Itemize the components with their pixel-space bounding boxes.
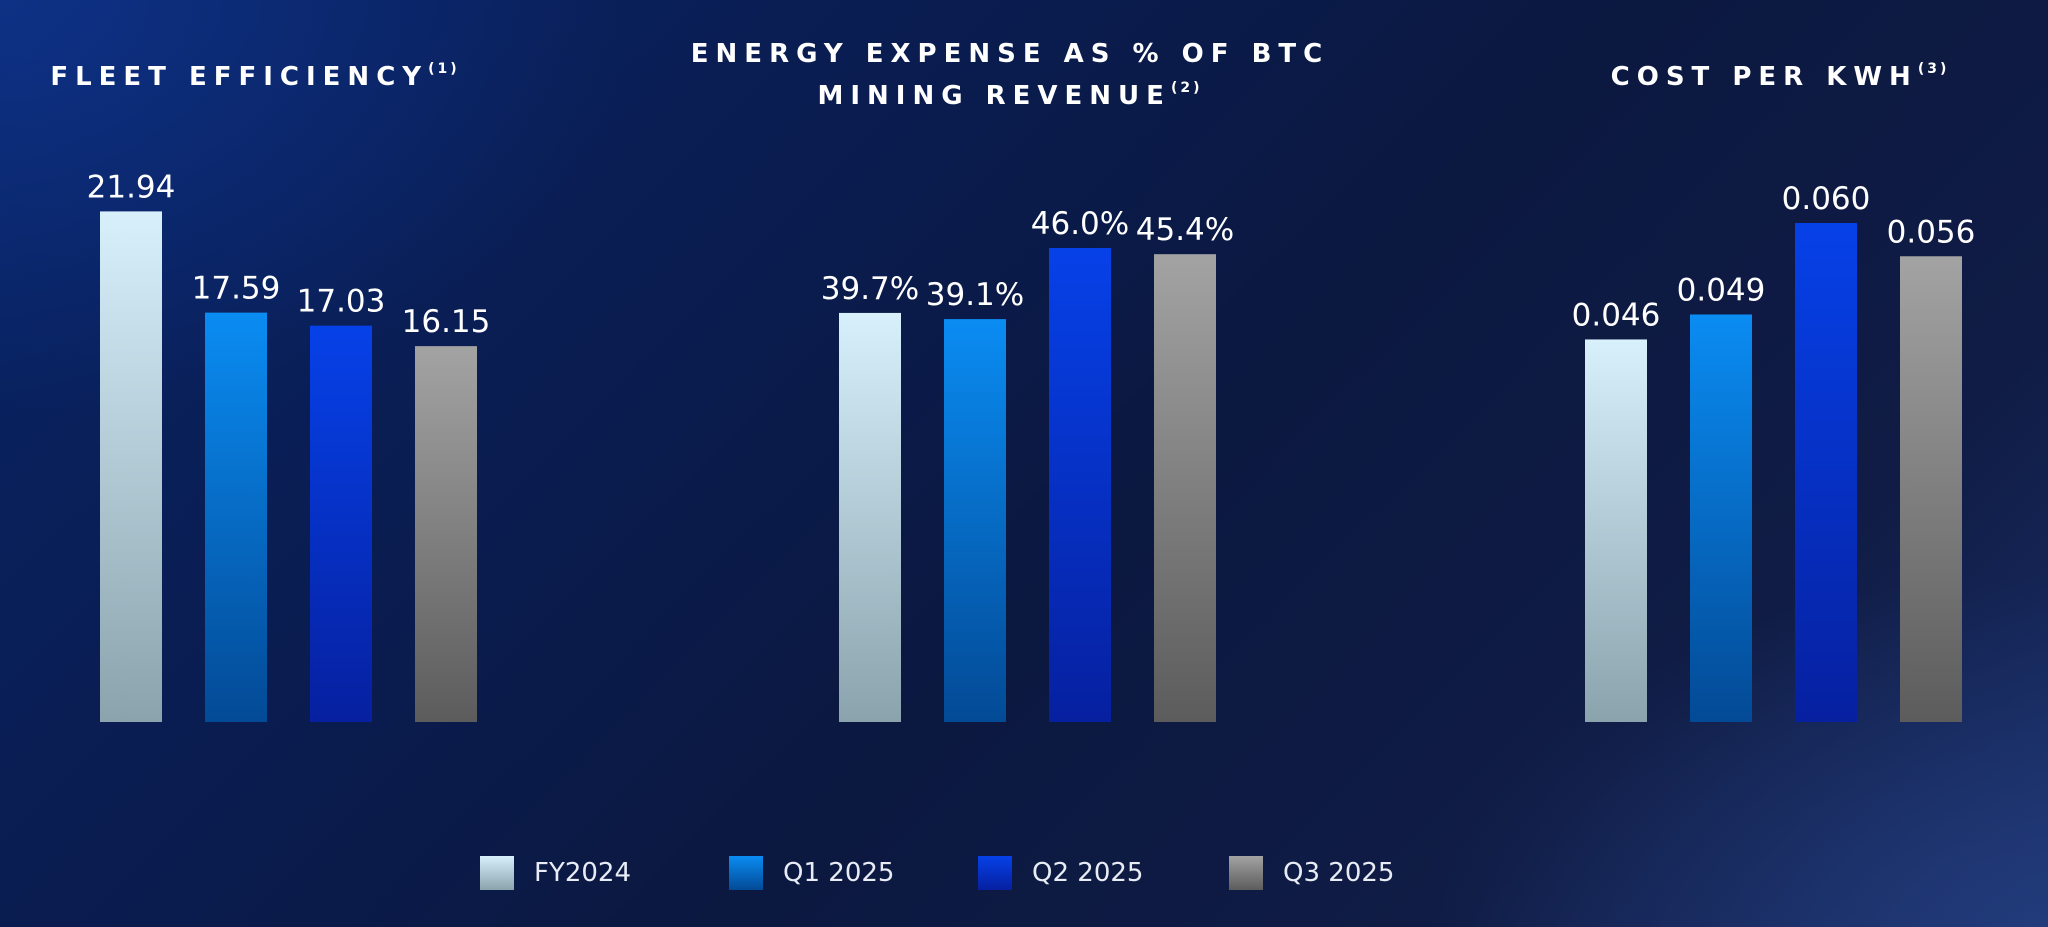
- fleet-efficiency-title: FLEET EFFICIENCY(1): [50, 61, 460, 92]
- legend: FY2024 Q1 2025 Q2 2025 Q3 2025: [0, 853, 2048, 893]
- bar-3-fy2024: [1585, 339, 1647, 722]
- data-label: 45.4%: [1136, 212, 1234, 248]
- bar-2-fy2024: [839, 312, 901, 722]
- data-label: 17.03: [297, 284, 386, 320]
- legend-label: Q2 2025: [1032, 858, 1144, 888]
- legend-swatch: [480, 856, 514, 890]
- data-label: 16.15: [402, 304, 491, 340]
- bar-3-q3-2025: [1900, 256, 1962, 722]
- bar-3-q2-2025: [1795, 223, 1857, 722]
- data-label: 39.1%: [926, 277, 1024, 313]
- legend-swatch: [1229, 856, 1263, 890]
- bar-2-q1-2025: [944, 319, 1006, 722]
- legend-label: Q3 2025: [1283, 858, 1395, 888]
- bar-1-q2-2025: [310, 325, 372, 722]
- legend-label: Q1 2025: [783, 858, 895, 888]
- legend-item-q1-2025: Q1 2025: [729, 853, 894, 893]
- legend-label: FY2024: [534, 858, 632, 888]
- bar-2-q3-2025: [1154, 254, 1216, 722]
- bar-1-q1-2025: [205, 312, 267, 722]
- legend-item-q3-2025: Q3 2025: [1229, 853, 1394, 893]
- bar-2-q2-2025: [1049, 248, 1111, 722]
- legend-item-fy2024: FY2024: [480, 853, 631, 893]
- bar-1-q3-2025: [415, 346, 477, 722]
- data-label: 0.049: [1677, 272, 1766, 308]
- bar-1-fy2024: [100, 211, 162, 722]
- legend-item-q2-2025: Q2 2025: [978, 853, 1143, 893]
- legend-swatch: [729, 856, 763, 890]
- data-label: 39.7%: [821, 271, 919, 307]
- data-label: 21.94: [87, 169, 176, 205]
- data-label: 0.046: [1572, 297, 1661, 333]
- energy-expense-title: ENERGY EXPENSE AS % OF BTC MINING REVENUE…: [690, 39, 1330, 111]
- data-label: 17.59: [192, 271, 281, 307]
- cost-per-kwh-title: COST PER KWH(3): [1610, 61, 1950, 92]
- data-label: 0.056: [1887, 214, 1976, 250]
- data-label: 0.060: [1782, 181, 1871, 217]
- data-label: 46.0%: [1031, 206, 1129, 242]
- bar-3-q1-2025: [1690, 314, 1752, 722]
- legend-swatch: [978, 856, 1012, 890]
